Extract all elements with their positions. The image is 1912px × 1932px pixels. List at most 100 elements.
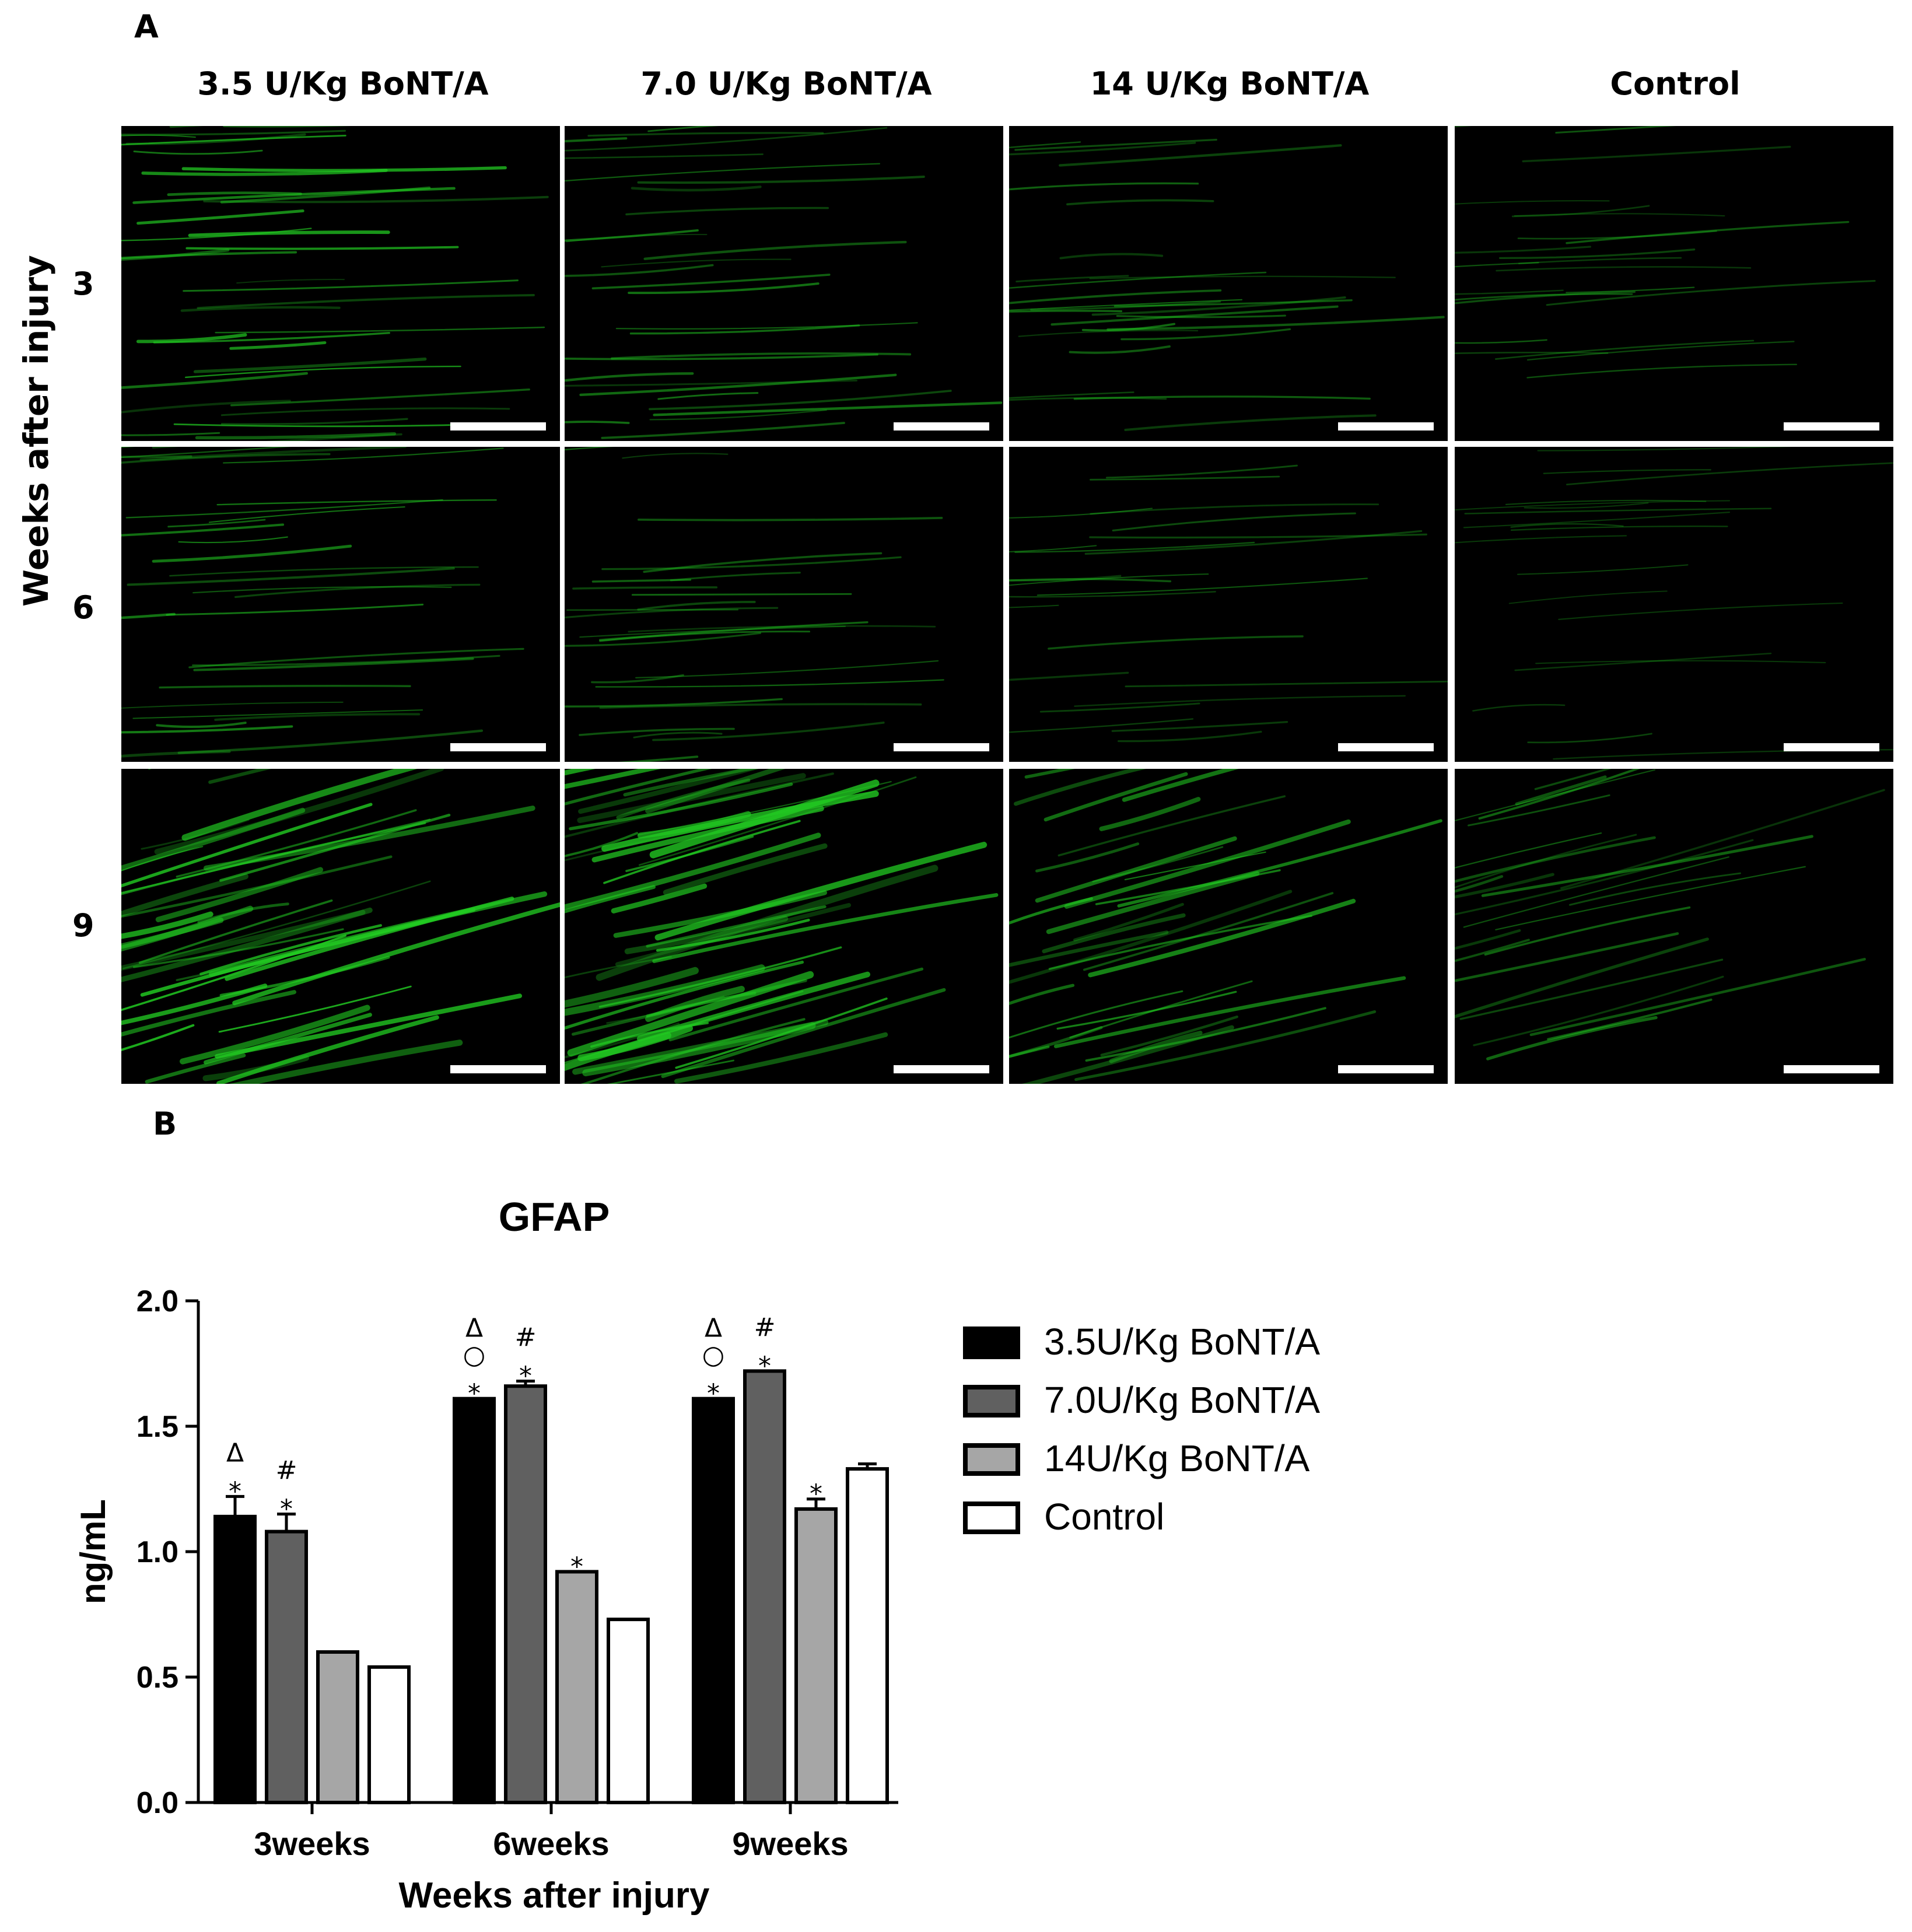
- fluorescent-fiber: [121, 612, 176, 620]
- fluorescent-fiber: [121, 911, 213, 939]
- column-header: 7.0 U/Kg BoNT/A: [640, 65, 932, 102]
- fluorescent-fiber: [1009, 391, 1134, 399]
- fluorescent-fiber: [1118, 730, 1262, 743]
- fluorescent-fiber: [1059, 144, 1342, 167]
- fluorescent-fiber: [121, 251, 297, 260]
- fluorescent-fiber: [1568, 872, 1741, 906]
- fluorescent-fiber: [565, 698, 783, 708]
- fluorescent-fiber: [654, 842, 987, 941]
- column-header: 14 U/Kg BoNT/A: [1090, 65, 1370, 102]
- fluorescent-fiber: [1473, 975, 1724, 1046]
- fluorescent-fiber: [1009, 671, 1129, 681]
- fluorescent-fiber: [656, 918, 810, 952]
- fluorescent-fiber: [185, 365, 461, 379]
- fluorescent-fiber: [628, 282, 820, 295]
- bar: [555, 1570, 598, 1805]
- fluorescent-fiber: [203, 195, 549, 204]
- fluorescent-fiber: [1059, 253, 1164, 260]
- fluorescent-fiber: [1526, 341, 1795, 361]
- micrograph-tile: [565, 769, 1003, 1084]
- fluorescent-fiber: [1015, 275, 1129, 283]
- fluorescent-fiber: [674, 1032, 888, 1084]
- micrograph-tile: [121, 447, 560, 762]
- fluorescent-fiber: [1455, 834, 1637, 889]
- fluorescent-fiber: [121, 134, 196, 138]
- significance-marker: Δ: [226, 1438, 244, 1468]
- fluorescent-fiber: [579, 373, 897, 397]
- legend-swatch: [963, 1385, 1020, 1418]
- bar: [846, 1467, 889, 1804]
- fluorescent-fiber: [598, 621, 869, 641]
- fluorescent-fiber: [668, 967, 924, 1042]
- fluorescent-fiber: [122, 880, 431, 970]
- fluorescent-fiber: [1535, 660, 1826, 664]
- fluorescent-fiber: [1455, 535, 1627, 544]
- fluorescent-fiber: [1042, 913, 1186, 954]
- fluorescent-fiber: [152, 544, 352, 563]
- fluorescent-fiber: [565, 163, 881, 182]
- fluorescent-fiber: [1494, 340, 1755, 360]
- fluorescent-fiber: [125, 133, 306, 145]
- fluorescent-fiber: [1100, 1015, 1238, 1056]
- fluorescent-fiber: [647, 126, 719, 132]
- fluorescent-fiber: [1495, 866, 1806, 930]
- fluorescent-fiber: [611, 883, 708, 914]
- significance-marker: *: [570, 1552, 583, 1581]
- fluorescent-fiber: [624, 915, 789, 954]
- fluorescent-fiber: [638, 517, 943, 522]
- fluorescent-fiber: [638, 780, 892, 836]
- fluorescent-fiber: [1009, 984, 1075, 1006]
- fluorescent-fiber: [121, 447, 293, 459]
- fluorescent-fiber: [565, 832, 639, 858]
- fluorescent-fiber: [218, 985, 412, 1033]
- significance-marker: #: [754, 1312, 776, 1342]
- fluorescent-fiber: [1455, 832, 1602, 869]
- fluorescence-image: [121, 447, 524, 758]
- micrograph-tile: [1455, 769, 1893, 1084]
- fluorescent-fiber: [1009, 182, 1199, 191]
- fluorescent-fiber: [1508, 590, 1668, 604]
- fluorescent-fiber: [1511, 205, 1650, 218]
- fluorescent-fiber: [1455, 351, 1609, 354]
- fluorescent-fiber: [635, 660, 939, 678]
- fluorescence-image: [1009, 464, 1448, 743]
- row-label: 6: [72, 589, 94, 626]
- fluorescent-fiber: [121, 750, 231, 758]
- fluorescence-image: [1455, 769, 1885, 1060]
- fluorescent-fiber: [1009, 930, 1169, 967]
- scale-bar: [894, 1065, 989, 1073]
- fluorescent-fiber: [1074, 1010, 1377, 1082]
- fluorescent-fiber: [1085, 1007, 1326, 1062]
- y-tick-label: 0.0: [136, 1786, 178, 1820]
- scale-bar: [1784, 743, 1879, 751]
- fluorescent-fiber: [1543, 469, 1711, 474]
- fluorescent-fiber: [1527, 733, 1652, 744]
- bar: [453, 1396, 496, 1804]
- significance-marker: #: [515, 1323, 537, 1353]
- fluorescent-fiber: [1455, 836, 1656, 883]
- fluorescent-fiber: [176, 809, 417, 878]
- panel-b-letter: B: [153, 1105, 177, 1142]
- significance-marker: *: [707, 1379, 720, 1409]
- fluorescent-fiber: [1066, 199, 1214, 206]
- fluorescent-fiber: [615, 903, 852, 967]
- fluorescent-fiber: [136, 333, 247, 344]
- fluorescent-fiber: [220, 418, 408, 425]
- scale-bar: [1338, 422, 1434, 430]
- fluorescent-fiber: [1106, 464, 1298, 479]
- fluorescent-fiber: [1009, 990, 1183, 1039]
- fluorescent-fiber: [1455, 289, 1564, 295]
- fluorescent-fiber: [1558, 602, 1843, 620]
- fluorescent-fiber: [670, 572, 801, 582]
- fluorescent-fiber: [1089, 533, 1427, 539]
- fluorescent-fiber: [1009, 573, 1209, 586]
- fluorescent-fiber: [192, 586, 452, 594]
- scale-bar: [1338, 1065, 1434, 1073]
- fluorescent-fiber: [565, 372, 694, 382]
- row-label: 3: [72, 265, 94, 302]
- significance-marker: *: [280, 1494, 293, 1524]
- fluorescent-fiber: [1009, 897, 1093, 925]
- fluorescent-fiber: [625, 206, 829, 216]
- fluorescent-fiber: [578, 769, 759, 814]
- fluorescent-fiber: [1455, 937, 1709, 1019]
